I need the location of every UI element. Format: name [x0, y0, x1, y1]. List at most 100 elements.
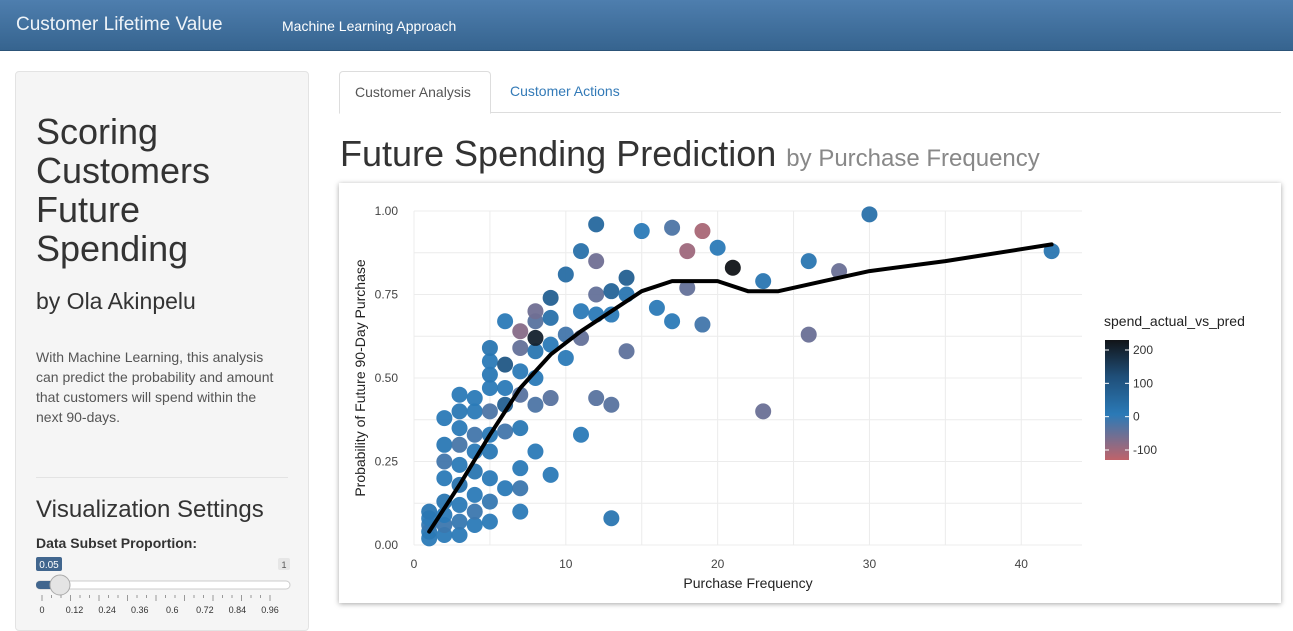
y-axis-label: Probability of Future 90-Day Purchase [352, 259, 368, 497]
legend-tick-label: 0 [1133, 410, 1140, 424]
data-point [451, 526, 468, 543]
data-point [588, 286, 605, 303]
data-point [557, 349, 574, 366]
slider-tick-label: 0.36 [131, 605, 149, 615]
data-point [542, 336, 559, 353]
x-tick-label: 10 [559, 557, 573, 571]
data-point [861, 206, 878, 223]
data-point [497, 423, 514, 440]
legend-tick-label: 100 [1133, 376, 1153, 390]
data-point [542, 309, 559, 326]
data-point [451, 386, 468, 403]
page-title-subtitle: by Purchase Frequency [786, 145, 1040, 172]
sidebar-divider [36, 477, 288, 478]
slider-max-text: 1 [281, 560, 286, 570]
legend-color-bar [1105, 340, 1129, 460]
legend-tick-label: -100 [1133, 443, 1157, 457]
x-tick-label: 40 [1015, 557, 1029, 571]
scatter-chart[interactable]: 0 10 20 30 40 0.00 0.25 0.50 0.75 1.00 Purchase Fr… [339, 183, 1281, 603]
tab-bar: Customer Analysis Customer Actions [339, 71, 1281, 114]
y-tick-label: 0.00 [375, 538, 399, 552]
data-point [724, 259, 741, 276]
data-point [603, 510, 620, 527]
settings-heading: Visualization Settings [36, 496, 264, 523]
data-point [481, 366, 498, 383]
data-point [527, 396, 544, 413]
data-point [497, 480, 514, 497]
data-point [451, 456, 468, 473]
nav-link-ml-approach[interactable]: Machine Learning Approach [282, 18, 457, 34]
data-point [588, 216, 605, 233]
data-point [451, 420, 468, 437]
data-point [466, 403, 483, 420]
data-point [436, 436, 453, 453]
data-point [451, 436, 468, 453]
data-point [755, 403, 772, 420]
slider-tick-label: 0.84 [229, 605, 247, 615]
slider-value-text: 0.05 [39, 560, 59, 571]
subset-slider-graphic: 0.05 1 0 0.12 0.24 0.36 0.6 0.72 0.84 0.96 [35, 557, 291, 615]
slider-track[interactable] [35, 580, 291, 590]
data-point [481, 513, 498, 530]
data-point [421, 503, 438, 520]
tab-customer-analysis[interactable]: Customer Analysis [339, 71, 491, 114]
subset-slider[interactable]: 0.05 1 0 0.12 0.24 0.36 0.6 0.72 0.84 0.96 [35, 557, 296, 617]
data-point [573, 426, 589, 443]
data-point [755, 273, 772, 290]
slider-max-badge [278, 558, 290, 570]
data-point [527, 329, 544, 346]
data-point [709, 239, 726, 256]
sidebar-panel: Scoring Customers Future Spending by Ola… [15, 71, 309, 631]
data-point [497, 380, 514, 397]
x-axis-label: Purchase Frequency [683, 575, 812, 591]
data-point [481, 403, 498, 420]
x-tick-label: 30 [863, 557, 877, 571]
data-point [1043, 243, 1060, 260]
data-point [679, 243, 696, 260]
data-point [527, 343, 544, 360]
y-tick-label: 0.50 [375, 371, 399, 385]
data-point [800, 326, 817, 343]
slider-tick-label: 0.6 [166, 605, 179, 615]
data-point [512, 363, 529, 380]
data-point [512, 339, 529, 356]
slider-tick-label: 0.24 [98, 605, 116, 615]
x-tick-label: 0 [411, 557, 418, 571]
data-point [603, 283, 620, 300]
data-point [694, 316, 711, 333]
slider-value-badge [36, 557, 62, 571]
data-point [497, 356, 514, 373]
data-point [436, 410, 453, 427]
y-tick-label: 0.25 [375, 455, 399, 469]
data-point [466, 503, 483, 520]
data-point [436, 453, 453, 470]
slider-ticks: 0 0.12 0.24 0.36 0.6 0.72 0.84 0.96 [39, 595, 279, 615]
data-point [542, 289, 559, 306]
data-point [481, 353, 498, 370]
data-point [573, 303, 589, 320]
data-point [512, 323, 529, 340]
data-point [527, 443, 544, 460]
data-point [618, 269, 635, 286]
data-point [512, 503, 529, 520]
grid-lines [413, 210, 1082, 546]
chart-card: 0 10 20 30 40 0.00 0.25 0.50 0.75 1.00 Purchase Fr… [339, 183, 1281, 603]
data-point [481, 443, 498, 460]
page-title: Future Spending Prediction by Purchase F… [340, 133, 1040, 175]
data-point [633, 223, 650, 240]
data-point [664, 219, 681, 236]
data-point [512, 480, 529, 497]
data-point [664, 313, 681, 330]
data-point [481, 339, 498, 356]
data-point [466, 390, 483, 407]
data-point [497, 313, 514, 330]
data-point [466, 486, 483, 503]
sidebar-title: Scoring Customers Future Spending [36, 111, 211, 269]
data-point [588, 253, 605, 270]
navbar-brand[interactable]: Customer Lifetime Value [16, 14, 223, 35]
tab-customer-actions[interactable]: Customer Actions [510, 83, 620, 99]
data-point [481, 380, 498, 397]
data-point [618, 343, 635, 360]
data-point [527, 303, 544, 320]
slider-handle[interactable] [49, 574, 71, 596]
